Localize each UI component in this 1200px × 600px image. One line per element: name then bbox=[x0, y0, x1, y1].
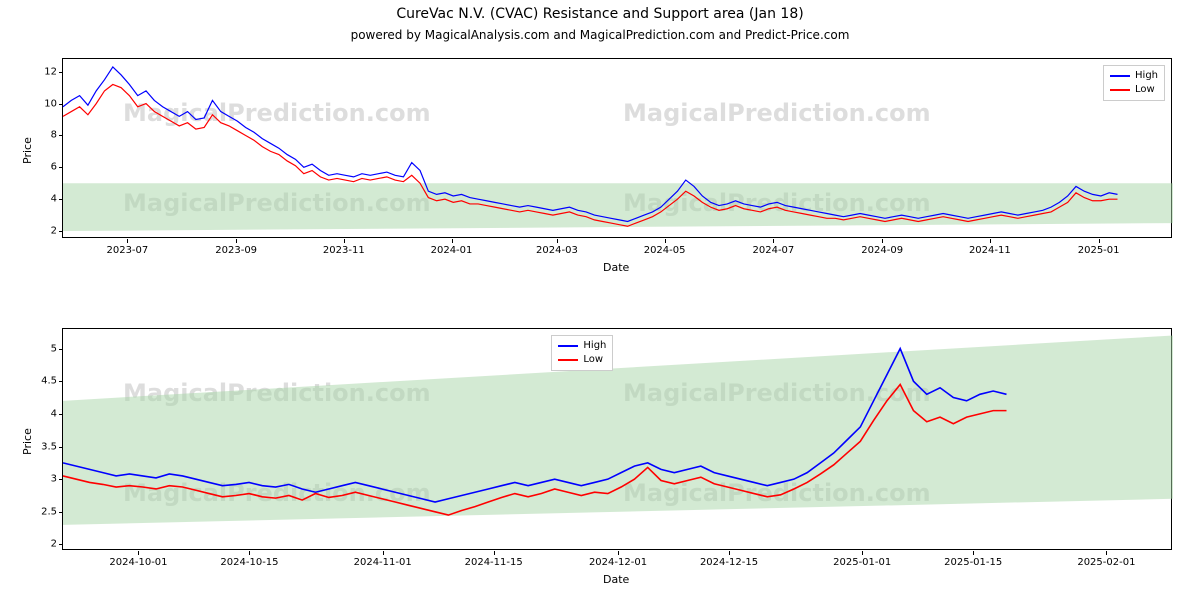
legend-line-icon bbox=[558, 345, 578, 347]
y-tick-label: 2.5 bbox=[27, 506, 57, 517]
legend-item: High bbox=[558, 339, 606, 353]
chart-subtitle: powered by MagicalAnalysis.com and Magic… bbox=[0, 28, 1200, 42]
legend-label: High bbox=[583, 339, 606, 353]
chart-svg bbox=[63, 59, 1173, 239]
x-tick-mark bbox=[557, 239, 558, 243]
y-tick-mark bbox=[59, 544, 63, 545]
x-tick-label: 2025-01-15 bbox=[944, 557, 1002, 568]
x-tick-mark bbox=[862, 551, 863, 555]
x-tick-mark bbox=[882, 239, 883, 243]
legend-item: High bbox=[1110, 69, 1158, 83]
x-tick-label: 2023-07 bbox=[106, 245, 148, 256]
y-tick-mark bbox=[59, 199, 63, 200]
x-tick-label: 2024-09 bbox=[861, 245, 903, 256]
x-tick-label: 2023-09 bbox=[215, 245, 257, 256]
x-tick-mark bbox=[249, 551, 250, 555]
y-tick-mark bbox=[59, 479, 63, 480]
legend-item: Low bbox=[1110, 83, 1158, 97]
x-tick-label: 2024-12-01 bbox=[589, 557, 647, 568]
y-tick-label: 5 bbox=[27, 343, 57, 354]
y-tick-mark bbox=[59, 414, 63, 415]
y-axis-label: Price bbox=[21, 137, 34, 164]
legend-label: Low bbox=[583, 353, 603, 367]
y-tick-label: 2 bbox=[27, 539, 57, 550]
x-tick-mark bbox=[452, 239, 453, 243]
x-tick-label: 2024-10-01 bbox=[109, 557, 167, 568]
x-tick-mark bbox=[1106, 551, 1107, 555]
legend-line-icon bbox=[558, 359, 578, 361]
x-tick-label: 2024-03 bbox=[536, 245, 578, 256]
x-tick-mark bbox=[138, 551, 139, 555]
y-tick-label: 4 bbox=[27, 408, 57, 419]
y-tick-mark bbox=[59, 231, 63, 232]
y-tick-label: 12 bbox=[27, 66, 57, 77]
x-tick-label: 2024-11-01 bbox=[354, 557, 412, 568]
y-tick-mark bbox=[59, 167, 63, 168]
x-tick-label: 2025-01 bbox=[1078, 245, 1120, 256]
y-tick-mark bbox=[59, 72, 63, 73]
x-tick-label: 2023-11 bbox=[323, 245, 365, 256]
x-tick-label: 2024-05 bbox=[644, 245, 686, 256]
y-tick-mark bbox=[59, 381, 63, 382]
x-tick-label: 2024-11 bbox=[969, 245, 1011, 256]
legend-line-icon bbox=[1110, 75, 1130, 77]
top-chart-axes: MagicalPrediction.comMagicalPrediction.c… bbox=[62, 58, 1172, 238]
x-tick-mark bbox=[236, 239, 237, 243]
x-tick-mark bbox=[729, 551, 730, 555]
x-axis-label: Date bbox=[603, 573, 629, 586]
bottom-chart-axes: MagicalPrediction.comMagicalPrediction.c… bbox=[62, 328, 1172, 550]
x-tick-mark bbox=[1099, 239, 1100, 243]
x-tick-mark bbox=[344, 239, 345, 243]
x-tick-label: 2024-07 bbox=[752, 245, 794, 256]
x-tick-label: 2025-01-01 bbox=[833, 557, 891, 568]
y-tick-mark bbox=[59, 447, 63, 448]
y-tick-label: 3 bbox=[27, 474, 57, 485]
x-tick-mark bbox=[618, 551, 619, 555]
chart-legend: HighLow bbox=[1103, 65, 1165, 101]
y-axis-label: Price bbox=[21, 428, 34, 455]
x-tick-label: 2024-12-15 bbox=[700, 557, 758, 568]
x-tick-mark bbox=[990, 239, 991, 243]
legend-item: Low bbox=[558, 353, 606, 367]
x-tick-mark bbox=[973, 551, 974, 555]
chart-svg bbox=[63, 329, 1173, 551]
legend-label: Low bbox=[1135, 83, 1155, 97]
x-tick-mark bbox=[383, 551, 384, 555]
chart-legend: HighLow bbox=[551, 335, 613, 371]
y-tick-label: 10 bbox=[27, 98, 57, 109]
legend-label: High bbox=[1135, 69, 1158, 83]
y-tick-label: 2 bbox=[27, 226, 57, 237]
x-tick-mark bbox=[665, 239, 666, 243]
x-tick-mark bbox=[494, 551, 495, 555]
y-tick-label: 4 bbox=[27, 194, 57, 205]
y-tick-label: 4.5 bbox=[27, 376, 57, 387]
x-tick-mark bbox=[773, 239, 774, 243]
y-tick-mark bbox=[59, 135, 63, 136]
y-tick-mark bbox=[59, 349, 63, 350]
x-tick-label: 2024-10-15 bbox=[220, 557, 278, 568]
legend-line-icon bbox=[1110, 89, 1130, 91]
x-tick-mark bbox=[127, 239, 128, 243]
x-tick-label: 2024-01 bbox=[431, 245, 473, 256]
x-axis-label: Date bbox=[603, 261, 629, 274]
x-tick-label: 2024-11-15 bbox=[465, 557, 523, 568]
y-tick-mark bbox=[59, 104, 63, 105]
y-tick-mark bbox=[59, 512, 63, 513]
chart-main-title: CureVac N.V. (CVAC) Resistance and Suppo… bbox=[0, 6, 1200, 22]
figure: CureVac N.V. (CVAC) Resistance and Suppo… bbox=[0, 0, 1200, 600]
x-tick-label: 2025-02-01 bbox=[1077, 557, 1135, 568]
